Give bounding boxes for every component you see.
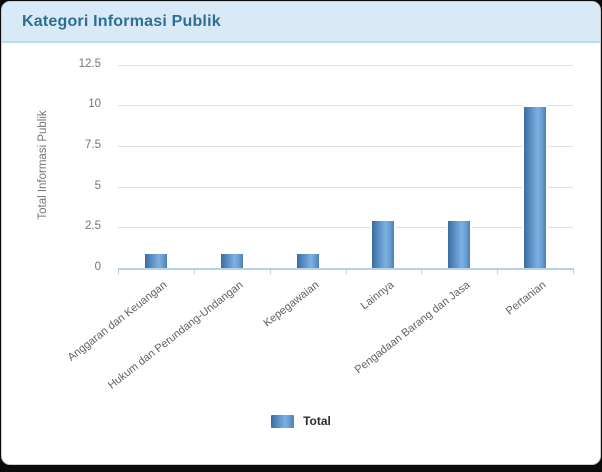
y-axis-tick-label: 0 <box>94 261 101 273</box>
x-axis-tick <box>345 268 347 274</box>
gridline <box>118 227 573 229</box>
legend-item-total[interactable]: Total <box>271 414 331 428</box>
gridline <box>118 186 573 188</box>
x-axis-label: Lainnya <box>359 279 397 313</box>
gridline <box>118 64 573 66</box>
y-axis-tick-label: 5 <box>94 179 101 192</box>
legend-label: Total <box>303 414 331 428</box>
y-axis-tick-label: 12.5 <box>78 57 101 70</box>
x-axis-tick <box>118 268 119 274</box>
legend-swatch-icon <box>271 414 295 428</box>
bar-5[interactable] <box>446 219 473 268</box>
bar-4[interactable] <box>370 219 397 268</box>
y-axis-title: Total Informasi Publik <box>37 110 49 220</box>
chart-card: Kategori Informasi Publik Total Informas… <box>1 1 601 465</box>
x-axis-tick <box>269 268 271 274</box>
x-axis-label: Pengadaan Barang dan Jasa <box>352 279 473 377</box>
y-axis-tick-label: 2.5 <box>85 220 101 233</box>
y-axis-tick-label: 7.5 <box>85 138 101 151</box>
x-axis-label: Kepegawaian <box>261 279 321 330</box>
bar-1[interactable] <box>142 251 169 268</box>
x-axis-tick <box>573 268 574 274</box>
x-axis-label: Pertanian <box>503 279 549 318</box>
gridline <box>118 145 573 147</box>
bar-chart: Total Informasi Publik 0 2.5 5 7.5 10 12.5 Ang… <box>2 2 600 464</box>
chart-legend: Total <box>2 414 600 428</box>
bar-2[interactable] <box>218 251 245 268</box>
gridline <box>118 105 573 107</box>
x-axis-label: Anggaran dan Keuangan <box>65 279 170 364</box>
bar-3[interactable] <box>294 251 321 268</box>
x-axis-label: Hukum dan Perundang-Undangan <box>105 279 246 392</box>
x-axis-tick <box>497 268 499 274</box>
bar-6[interactable] <box>522 105 549 268</box>
card-header: Kategori Informasi Publik <box>2 2 600 43</box>
y-axis-tick-label: 10 <box>88 98 101 111</box>
x-axis-tick <box>193 268 195 274</box>
chart-title: Kategori Informasi Publik <box>22 12 221 30</box>
x-axis-tick <box>421 268 423 274</box>
